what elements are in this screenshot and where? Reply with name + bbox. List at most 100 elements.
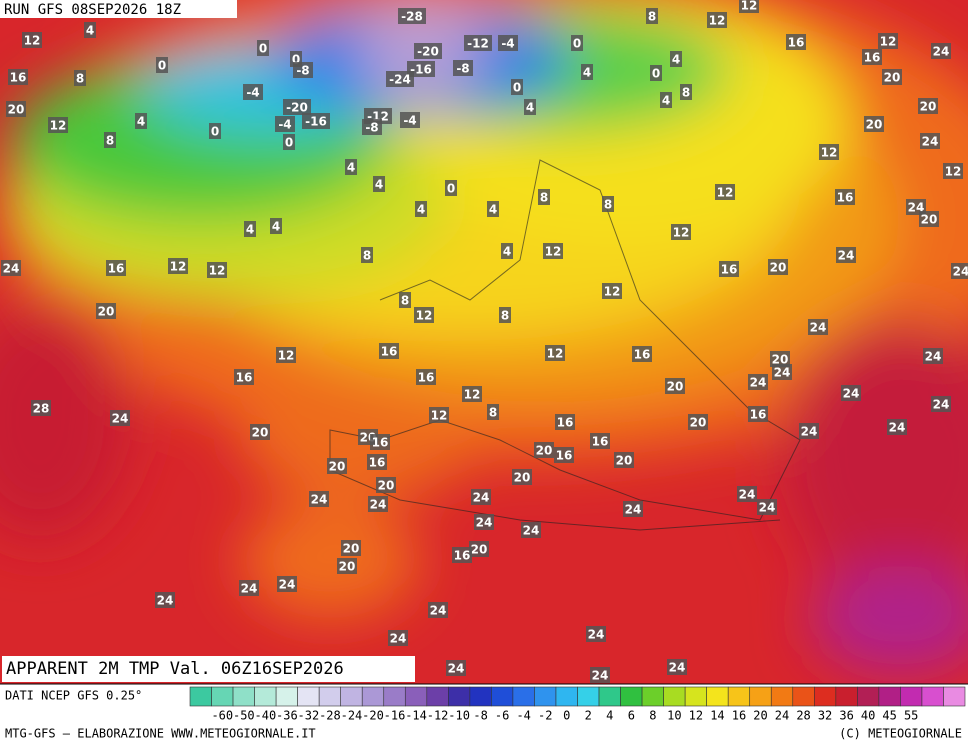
temp-label: 28: [31, 400, 51, 416]
temp-label: 24: [446, 660, 466, 676]
temp-label-box: [414, 307, 434, 323]
temp-label-box: [498, 35, 518, 51]
temp-label-box: [499, 307, 511, 323]
temp-label-text: 20: [667, 380, 684, 394]
legend-tick: 12: [689, 709, 703, 723]
temp-label-box: [511, 79, 523, 95]
legend-swatch: [232, 686, 255, 707]
temp-label: 20: [327, 458, 347, 474]
temp-label-text: 12: [547, 347, 564, 361]
temp-label-text: 24: [279, 578, 296, 592]
temp-label-box: [614, 452, 634, 468]
temp-label: -4: [243, 84, 263, 100]
temp-label-text: 16: [864, 51, 881, 65]
temp-label-box: [650, 65, 662, 81]
temp-label-box: [786, 34, 806, 50]
legend-tick: -40: [255, 709, 277, 723]
temp-label-text: 16: [372, 436, 389, 450]
temp-label-text: 4: [526, 101, 534, 115]
temp-label-text: 24: [476, 516, 493, 530]
legend-tick: 4: [606, 709, 613, 723]
temp-label-box: [96, 303, 116, 319]
temp-label-text: 24: [739, 488, 756, 502]
temp-label-text: 0: [259, 42, 267, 56]
temp-label-box: [464, 35, 492, 51]
legend-swatch: [534, 686, 557, 707]
temp-label-box: [555, 414, 575, 430]
temp-label-text: 4: [246, 223, 254, 237]
legend-tick: 28: [796, 709, 810, 723]
temp-label-text: -4: [246, 86, 259, 100]
temp-label-box: [309, 491, 329, 507]
legend-swatch: [641, 686, 664, 707]
legend-swatch: [211, 686, 234, 707]
temp-label-text: 24: [588, 628, 605, 642]
temp-label: 16: [367, 454, 387, 470]
temp-label-text: 20: [884, 71, 901, 85]
temp-label-box: [768, 259, 788, 275]
temp-label-text: -4: [501, 37, 514, 51]
temp-label: 24: [836, 247, 856, 263]
temp-label-box: [487, 201, 499, 217]
legend-tick: -16: [384, 709, 406, 723]
temp-label-text: 12: [50, 119, 67, 133]
temp-label: 8: [538, 189, 550, 205]
temp-label-box: [887, 419, 907, 435]
temp-label: 24: [772, 364, 792, 380]
temp-label: -12: [464, 35, 492, 51]
temp-label-box: [680, 84, 692, 100]
temp-label-text: 0: [447, 182, 455, 196]
temp-label: 20: [770, 351, 790, 367]
temp-label: 16: [370, 434, 390, 450]
temp-label: 24: [931, 396, 951, 412]
legend-tick: -28: [319, 709, 341, 723]
temp-label-box: [416, 369, 436, 385]
temp-label: 4: [501, 243, 513, 259]
temp-label-box: [799, 423, 819, 439]
temp-label: 12: [545, 345, 565, 361]
legend-tick: -8: [473, 709, 487, 723]
temp-label-box: [1, 260, 21, 276]
legend-tick: -10: [448, 709, 470, 723]
temp-label-box: [554, 447, 574, 463]
temp-label-text: 16: [634, 348, 651, 362]
temp-label-text: -16: [305, 115, 327, 129]
temp-label: -28: [398, 8, 426, 24]
temp-label: 12: [276, 347, 296, 363]
temp-label: 4: [373, 176, 385, 192]
temp-label: -8: [362, 119, 382, 135]
temp-label-box: [748, 406, 768, 422]
temp-label: 12: [943, 163, 963, 179]
temp-label: 4: [581, 64, 593, 80]
temp-label: 4: [415, 201, 427, 217]
temp-label-text: 20: [690, 416, 707, 430]
temp-label-text: 20: [770, 261, 787, 275]
temp-label: 12: [414, 307, 434, 323]
temp-label-text: 0: [211, 125, 219, 139]
legend-swatch: [448, 686, 471, 707]
temp-label-box: [469, 541, 489, 557]
temp-label: 12: [462, 386, 482, 402]
temp-label: 4: [660, 92, 672, 108]
temp-label-text: 24: [390, 632, 407, 646]
temp-label: 24: [808, 319, 828, 335]
temp-label: 20: [534, 442, 554, 458]
temp-label-text: 4: [375, 178, 383, 192]
temp-label-text: 24: [889, 421, 906, 435]
temp-label-box: [453, 60, 473, 76]
temp-label: -4: [275, 116, 295, 132]
temp-label-text: 12: [741, 0, 758, 13]
temp-label-text: 4: [86, 24, 94, 38]
temp-label-box: [512, 469, 532, 485]
temp-label-box: [770, 351, 790, 367]
temp-label-box: [429, 407, 449, 423]
temp-label: 24: [841, 385, 861, 401]
temp-label-box: [270, 218, 282, 234]
temp-label-box: [623, 501, 643, 517]
temp-label-box: [670, 51, 682, 67]
legend-tick: 0: [563, 709, 570, 723]
legend-swatch: [900, 686, 923, 707]
temp-label-text: 8: [106, 134, 114, 148]
temp-label-box: [283, 99, 311, 115]
temp-label: 16: [748, 406, 768, 422]
